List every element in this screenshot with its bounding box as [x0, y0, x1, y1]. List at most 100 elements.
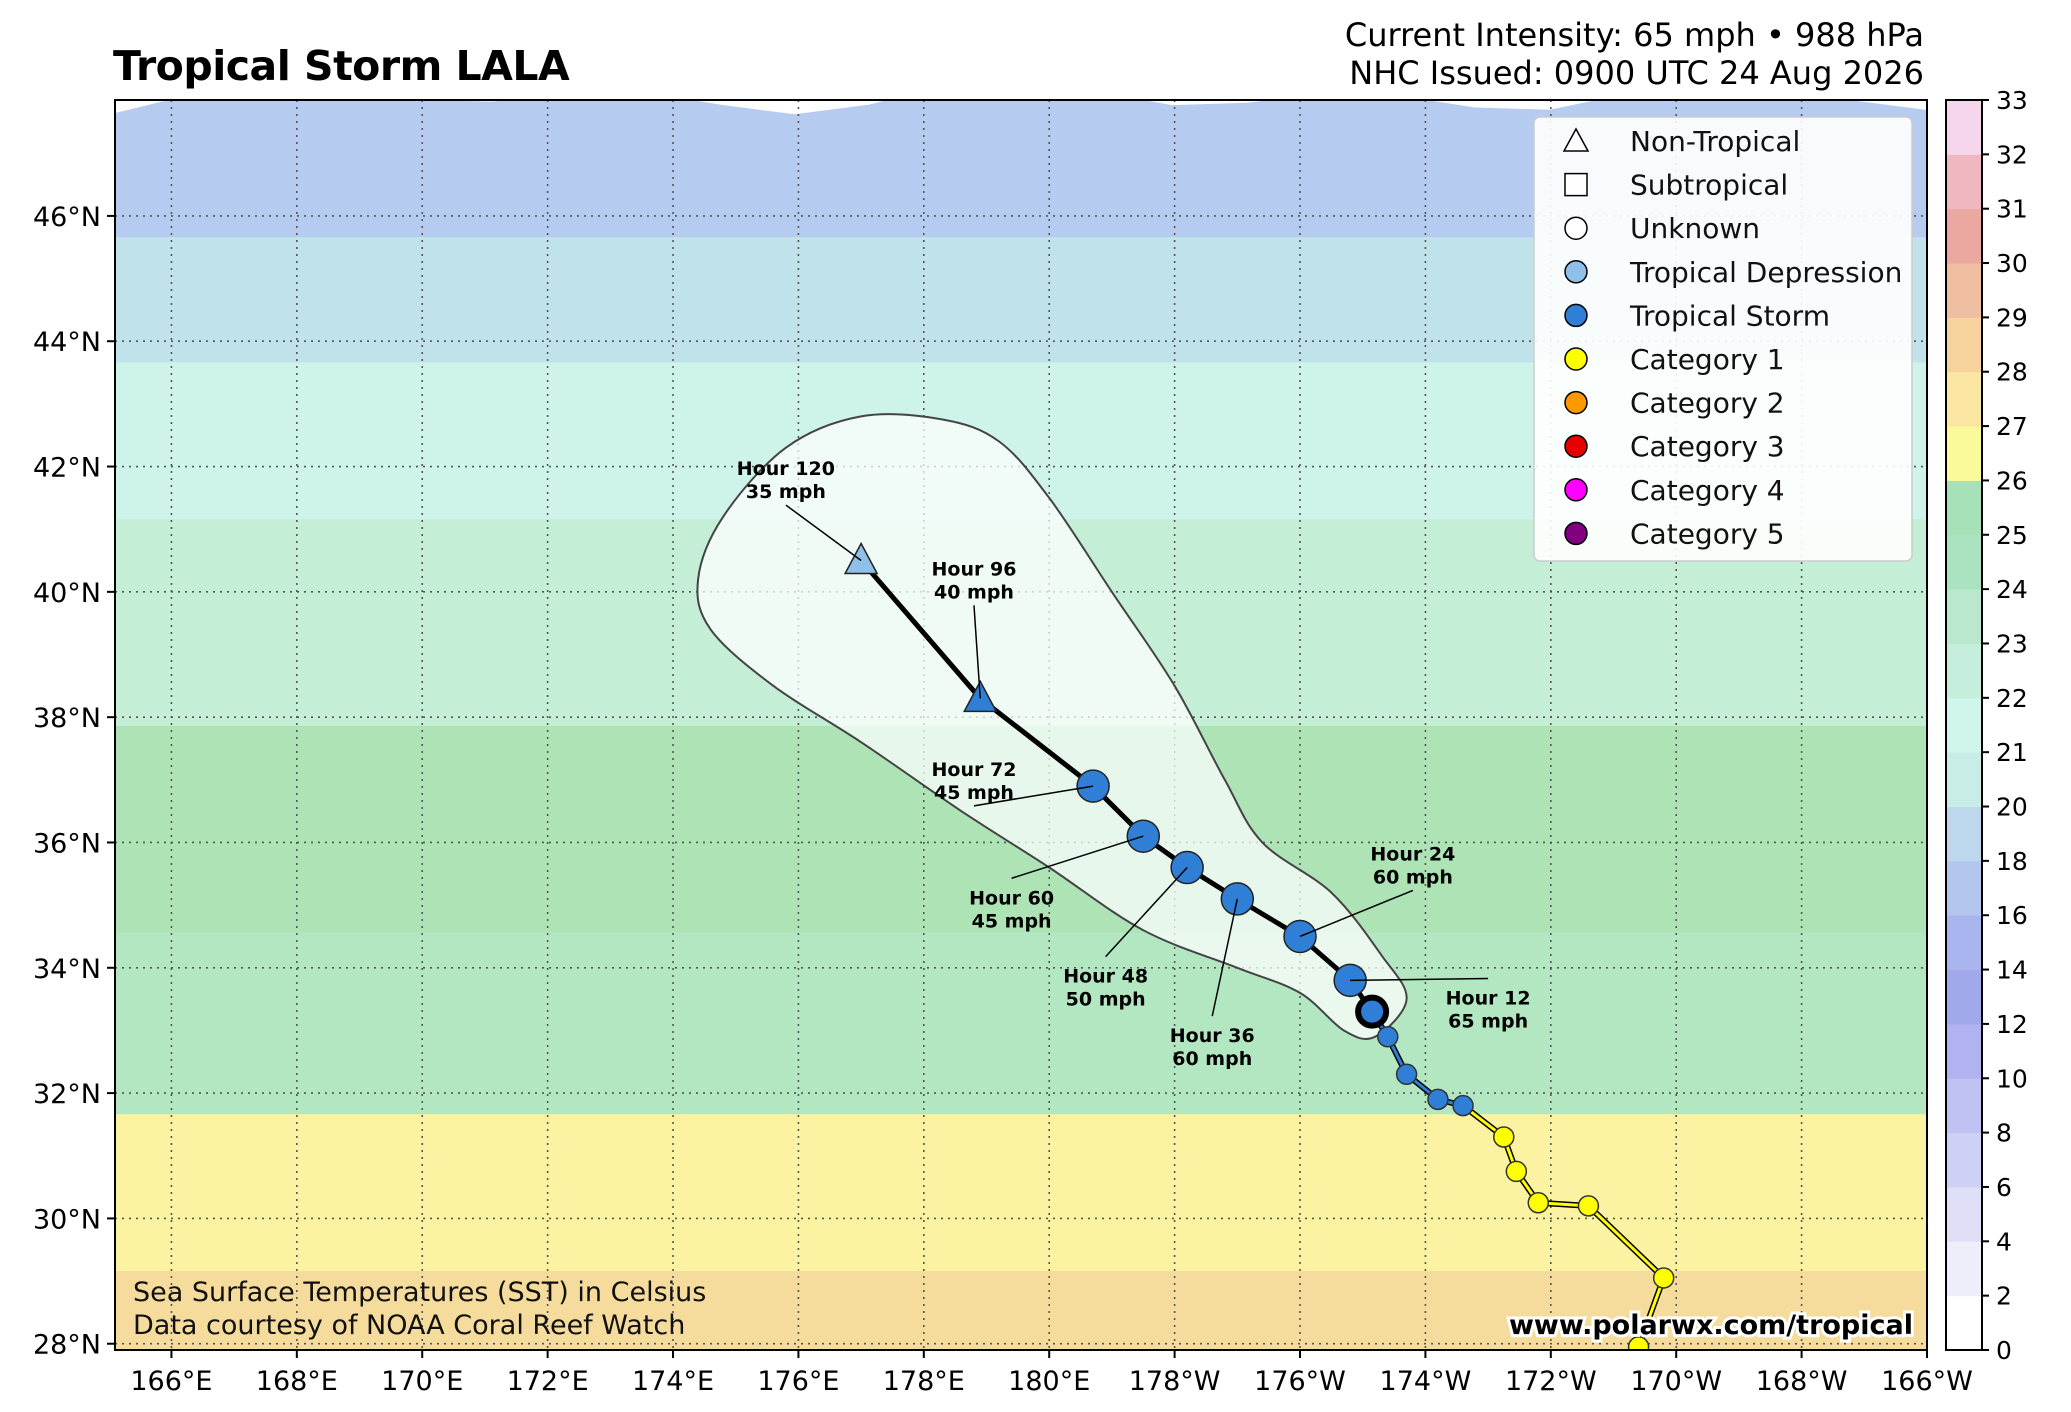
colorbar-segment	[1946, 969, 1982, 1025]
colorbar-tick-label: 21	[1996, 738, 2028, 767]
legend-circle-icon	[1564, 390, 1588, 415]
sst-band	[115, 100, 1927, 238]
colorbar-segment	[1946, 480, 1982, 536]
colorbar-tick-label: 20	[1996, 793, 2028, 822]
lon-tick-label: 176°E	[757, 1366, 839, 1397]
annotation-wind: 60 mph	[1373, 866, 1453, 888]
lat-tick-label: 46°N	[33, 202, 101, 233]
lon-tick-label: 170°E	[381, 1366, 463, 1397]
sst-credit: Sea Surface Temperatures (SST) in Celsiu…	[133, 1277, 706, 1341]
lat-tick-label: 40°N	[33, 578, 101, 609]
colorbar-segment	[1946, 208, 1982, 264]
lat-tick-label: 42°N	[33, 453, 101, 484]
lon-tick-label: 166°W	[1881, 1366, 1973, 1397]
legend-label: Subtropical	[1630, 169, 1788, 202]
legend-item: Non-Tropical	[1562, 125, 1800, 158]
colorbar-segment	[1946, 371, 1982, 427]
colorbar-segment	[1946, 1078, 1982, 1134]
annotation-hour: Hour 60	[969, 887, 1054, 909]
past-position-marker	[1577, 1195, 1600, 1217]
colorbar-tick-label: 14	[1996, 956, 2028, 985]
annotation-leader	[1011, 835, 1144, 879]
map-axes: 166°E 168°E 170°E 172°E 174°E 176°E 178°E 180°E…	[33, 202, 1973, 1397]
colorbar-tick-label: 27	[1996, 412, 2028, 441]
colorbar-tick-label: 32	[1996, 140, 2028, 169]
past-position-marker	[1505, 1160, 1528, 1183]
colorbar-frame	[1945, 99, 1983, 1351]
legend-item: Tropical Depression	[1564, 256, 1902, 289]
colorbar-segment	[1946, 1023, 1982, 1079]
colorbar-segment	[1946, 752, 1982, 808]
legend-label: Category 5	[1630, 517, 1785, 550]
forecast-marker	[843, 541, 879, 575]
sst-colorbar: 0246810121416182021222324252627282930313…	[1945, 86, 2028, 1365]
colorbar-tick-label: 12	[1996, 1010, 2028, 1039]
annotation-wind: 35 mph	[746, 481, 826, 503]
annotation-wind: 65 mph	[1448, 1011, 1528, 1033]
legend-box: Non-Tropical Subtropical Unknown Tropical D…	[1533, 116, 1913, 562]
lat-tick-label: 28°N	[33, 1330, 101, 1361]
legend-circle-icon	[1564, 521, 1588, 546]
current-intensity: Current Intensity: 65 mph • 988 hPa	[1344, 16, 1924, 54]
annotation-leader	[973, 605, 981, 699]
past-position-marker	[1627, 1336, 1650, 1350]
legend-circle-icon	[1564, 434, 1588, 458]
annotation-leader	[1299, 889, 1414, 938]
colorbar-tick-label: 2	[1996, 1282, 2012, 1311]
colorbar-tick-label: 16	[1996, 901, 2028, 930]
annotation-leader	[1211, 898, 1239, 1017]
legend-circle-icon	[1564, 303, 1588, 328]
sst-background	[115, 100, 1927, 1350]
colorbar-segment	[1946, 915, 1982, 971]
colorbar-tick-label: 0	[1996, 1336, 2012, 1365]
legend-circle-icon	[1564, 478, 1588, 502]
colorbar-segment	[1946, 697, 1982, 753]
storm-track	[843, 541, 1675, 1350]
legend-circle-icon	[1564, 347, 1588, 371]
colorbar-segment	[1946, 426, 1982, 481]
colorbar-segment	[1946, 1186, 1982, 1242]
colorbar-tick-label: 4	[1996, 1227, 2012, 1256]
annotation-leader	[785, 504, 862, 562]
colorbar-tick-label: 10	[1996, 1064, 2028, 1093]
legend-label: Tropical Storm	[1629, 299, 1830, 332]
colorbar-segment	[1946, 806, 1982, 862]
legend-item: Category 1	[1564, 343, 1785, 376]
legend-item: Unknown	[1564, 212, 1760, 245]
non-tropical-triangle-icon	[1562, 127, 1590, 152]
lon-tick-label: 168°E	[256, 1366, 338, 1397]
legend-item: Category 4	[1564, 474, 1785, 507]
past-position-marker	[1377, 1025, 1399, 1048]
annotation-hour: Hour 12	[1446, 988, 1531, 1010]
annotation-wind: 45 mph	[972, 910, 1052, 932]
lat-tick-label: 38°N	[33, 703, 101, 734]
legend-item: Subtropical	[1564, 169, 1788, 202]
legend-label: Category 4	[1630, 474, 1785, 507]
colorbar-segment	[1946, 643, 1982, 699]
annotation-wind: 45 mph	[934, 782, 1014, 804]
legend-item: Category 2	[1564, 387, 1785, 420]
colorbar-tick-label: 23	[1996, 629, 2028, 658]
past-position-marker	[1493, 1126, 1515, 1148]
annotation-wind: 60 mph	[1172, 1048, 1252, 1070]
lon-tick-label: 172°E	[507, 1366, 589, 1397]
annotation-hour: Hour 72	[932, 759, 1017, 781]
lat-tick-label: 30°N	[33, 1204, 101, 1235]
colorbar-segment	[1946, 860, 1982, 916]
past-track-segment	[1637, 1277, 1666, 1348]
annotation-leader	[973, 785, 1094, 807]
lon-tick-label: 180°E	[1008, 1366, 1090, 1397]
annotation-hour: Hour 120	[737, 458, 835, 480]
colorbar-tick-label: 31	[1996, 195, 2028, 224]
colorbar-tick-label: 25	[1996, 521, 2028, 550]
annotation-hour: Hour 36	[1170, 1025, 1255, 1047]
past-track-segment	[1587, 1204, 1665, 1280]
colorbar-segment	[1946, 1132, 1982, 1188]
lat-tick-label: 34°N	[33, 954, 101, 985]
lat-tick-label: 44°N	[33, 327, 101, 358]
past-position-marker	[1452, 1094, 1474, 1117]
colorbar-tick-label: 24	[1996, 575, 2028, 604]
colorbar-tick-label: 29	[1996, 303, 2028, 332]
lon-tick-label: 174°E	[632, 1366, 714, 1397]
